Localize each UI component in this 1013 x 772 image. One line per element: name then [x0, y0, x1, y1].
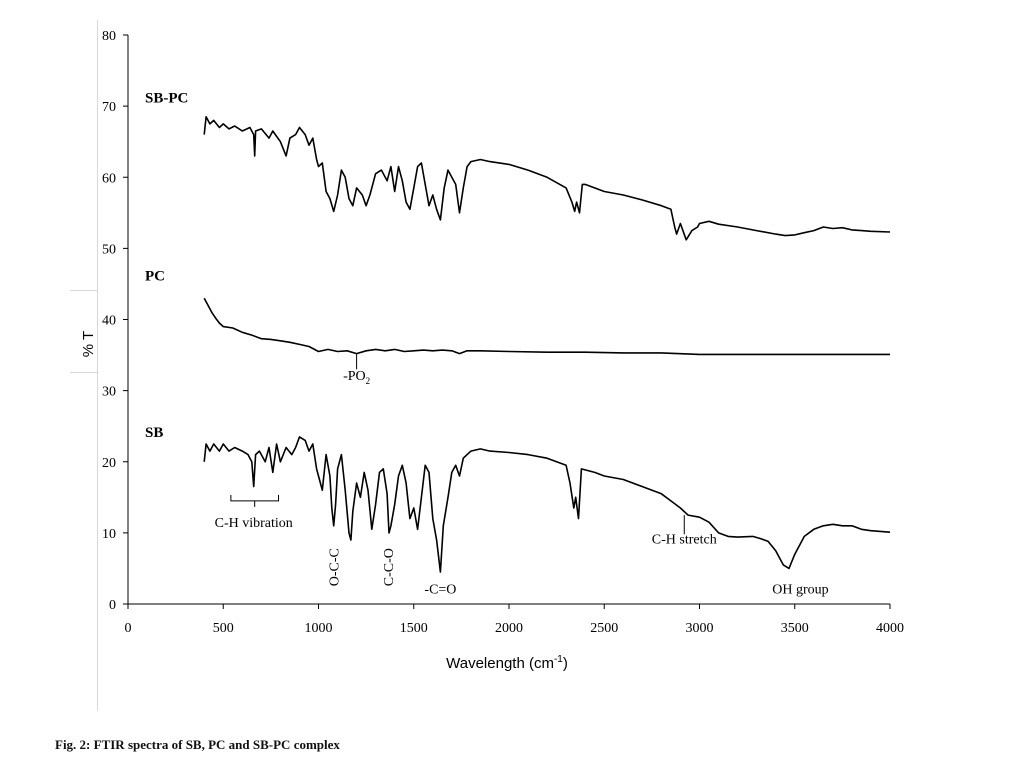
annotation-label: C-H stretch: [652, 533, 717, 548]
y-tick-label: 10: [102, 527, 116, 542]
series-label: PC: [145, 268, 165, 284]
x-tick-label: 4000: [876, 621, 904, 636]
chart-axes: 0 500 1000 1500 2000 2500 3000 3500 4000 0 10 20 30 4…: [80, 29, 904, 672]
y-tick-label: 60: [102, 171, 116, 186]
frame-line-horizontal: [70, 372, 98, 373]
annotation-bracket: [230, 494, 279, 507]
frame-line-horizontal: [70, 290, 98, 291]
annotation-label: OH group: [772, 582, 828, 597]
y-tick-label: 70: [102, 100, 116, 115]
x-tick-label: 3500: [781, 621, 809, 636]
y-tick-label: 50: [102, 242, 116, 257]
series-label: SB: [145, 425, 163, 441]
annotation-label: -C=O: [424, 582, 456, 597]
y-axis-label: % T: [80, 331, 97, 357]
y-tick-label: 80: [102, 29, 116, 44]
x-tick-label: 3000: [686, 621, 714, 636]
y-tick-label: 30: [102, 385, 116, 400]
frame-line-vertical: [97, 20, 98, 710]
series-line-sb: [203, 436, 891, 573]
annotation-label: C-C-O: [382, 548, 397, 586]
annotation-label: O-C-C: [328, 548, 343, 586]
x-axis-label: Wavelength (cm-1): [446, 654, 568, 672]
annotation-label: -PO2: [343, 369, 370, 386]
x-tick-label: 500: [213, 621, 234, 636]
x-tick-label: 2000: [495, 621, 523, 636]
chart-labels: SB-PC PC SB C-H vibration O-C-C C-C-O -C=O C-H …: [145, 91, 829, 598]
x-tick-label: 2500: [590, 621, 618, 636]
y-tick-label: 0: [109, 598, 116, 613]
x-tick-label: 1000: [305, 621, 333, 636]
annotation-label: C-H vibration: [215, 516, 293, 531]
series-line-sb-pc: [203, 116, 891, 241]
series-label: SB-PC: [145, 91, 188, 107]
figure-caption: Fig. 2: FTIR spectra of SB, PC and SB-PC…: [55, 737, 340, 752]
series-line-pc: [203, 297, 890, 356]
x-tick-label: 0: [125, 621, 132, 636]
y-tick-label: 40: [102, 314, 116, 329]
x-tick-label: 1500: [400, 621, 428, 636]
chart-series: [203, 116, 891, 573]
y-tick-label: 20: [102, 456, 116, 471]
